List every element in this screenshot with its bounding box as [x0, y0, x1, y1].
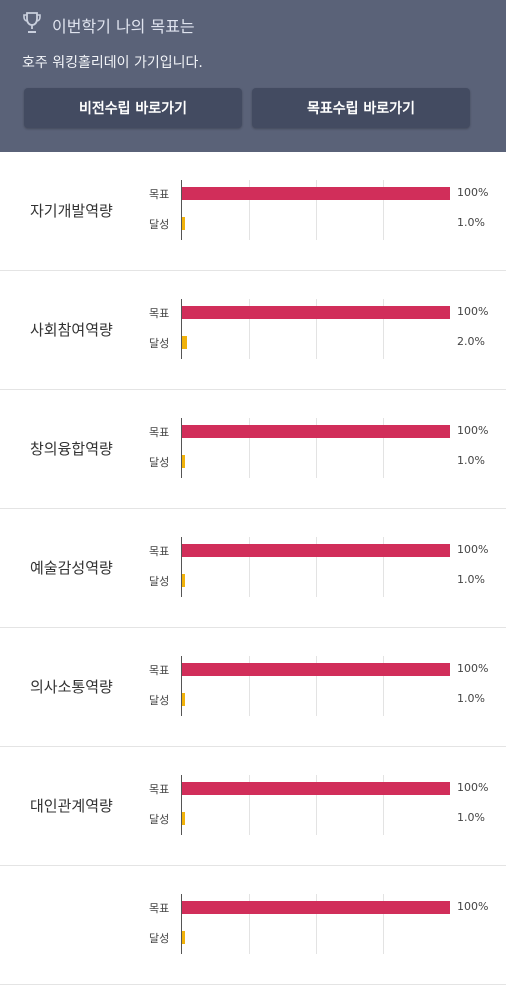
- achieved-bar: [182, 693, 185, 706]
- chart-axis: [181, 180, 182, 240]
- competency-name: 대인관계역량: [30, 797, 113, 815]
- goal-value-label: 100%: [457, 662, 489, 675]
- goal-value-label: 100%: [457, 900, 489, 913]
- header-title-row: 이번학기 나의 목표는: [22, 12, 195, 38]
- competency-name: 예술감성역량: [30, 559, 113, 577]
- achieved-series-label: 달성: [149, 575, 170, 588]
- achieved-bar: [182, 217, 185, 230]
- achieved-bar: [182, 336, 188, 349]
- goal-series-label: 목표: [149, 902, 170, 915]
- chart-gridline: [383, 656, 384, 716]
- achieved-bar: [182, 574, 185, 587]
- chart-gridline: [249, 418, 250, 478]
- goal-series-label: 목표: [149, 426, 170, 439]
- achieved-bar: [182, 931, 185, 944]
- chart-axis: [181, 537, 182, 597]
- chart-gridline: [249, 537, 250, 597]
- chart-axis: [181, 418, 182, 478]
- goal-bar: [182, 901, 450, 914]
- competency-name: 창의융합역량: [30, 440, 113, 458]
- goal-series-label: 목표: [149, 664, 170, 677]
- chart-gridline: [383, 299, 384, 359]
- goal-series-label: 목표: [149, 188, 170, 201]
- chart-gridline: [383, 418, 384, 478]
- competency-name: 의사소통역량: [30, 678, 113, 696]
- chart-gridline: [316, 180, 317, 240]
- goal-bar: [182, 544, 450, 557]
- chart-gridline: [316, 537, 317, 597]
- goal-bar: [182, 782, 450, 795]
- achieved-value-label: 1.0%: [457, 692, 485, 705]
- achieved-value-label: 1.0%: [457, 811, 485, 824]
- vision-setup-button[interactable]: 비전수립 바로가기: [24, 88, 242, 128]
- chart-gridline: [383, 775, 384, 835]
- achieved-value-label: 1.0%: [457, 216, 485, 229]
- achieved-value-label: 1.0%: [457, 573, 485, 586]
- achieved-series-label: 달성: [149, 694, 170, 707]
- goal-setup-button[interactable]: 목표수립 바로가기: [252, 88, 470, 128]
- chart-axis: [181, 299, 182, 359]
- chart-gridline: [383, 180, 384, 240]
- achieved-series-label: 달성: [149, 337, 170, 350]
- achieved-series-label: 달성: [149, 218, 170, 231]
- goal-bar: [182, 663, 450, 676]
- achieved-series-label: 달성: [149, 813, 170, 826]
- goal-value-label: 100%: [457, 781, 489, 794]
- goal-value-label: 100%: [457, 543, 489, 556]
- chart-gridline: [249, 299, 250, 359]
- achieved-series-label: 달성: [149, 932, 170, 945]
- achieved-value-label: 2.0%: [457, 335, 485, 348]
- goal-series-label: 목표: [149, 545, 170, 558]
- chart-gridline: [316, 775, 317, 835]
- goal-value-label: 100%: [457, 186, 489, 199]
- achieved-value-label: 1.0%: [457, 454, 485, 467]
- trophy-icon: [22, 11, 42, 39]
- competency-name: 사회참여역량: [30, 321, 113, 339]
- goal-series-label: 목표: [149, 783, 170, 796]
- chart-gridline: [249, 775, 250, 835]
- chart-gridline: [249, 656, 250, 716]
- goal-value-label: 100%: [457, 305, 489, 318]
- goal-bar: [182, 306, 450, 319]
- chart-gridline: [383, 537, 384, 597]
- achieved-series-label: 달성: [149, 456, 170, 469]
- chart-gridline: [316, 418, 317, 478]
- chart-gridline: [316, 299, 317, 359]
- goal-bar: [182, 425, 450, 438]
- achieved-bar: [182, 455, 185, 468]
- goal-series-label: 목표: [149, 307, 170, 320]
- chart-axis: [181, 656, 182, 716]
- chart-gridline: [249, 180, 250, 240]
- header-title: 이번학기 나의 목표는: [52, 17, 195, 36]
- achieved-bar: [182, 812, 185, 825]
- competency-name: 자기개발역량: [30, 202, 113, 220]
- goal-value-label: 100%: [457, 424, 489, 437]
- chart-axis: [181, 775, 182, 835]
- goal-header: 이번학기 나의 목표는 호주 워킹홀리데이 가기입니다. 비전수립 바로가기 목…: [0, 0, 506, 152]
- goal-bar: [182, 187, 450, 200]
- semester-goal-text: 호주 워킹홀리데이 가기입니다.: [22, 55, 203, 71]
- chart-gridline: [316, 656, 317, 716]
- chart-axis: [181, 894, 182, 954]
